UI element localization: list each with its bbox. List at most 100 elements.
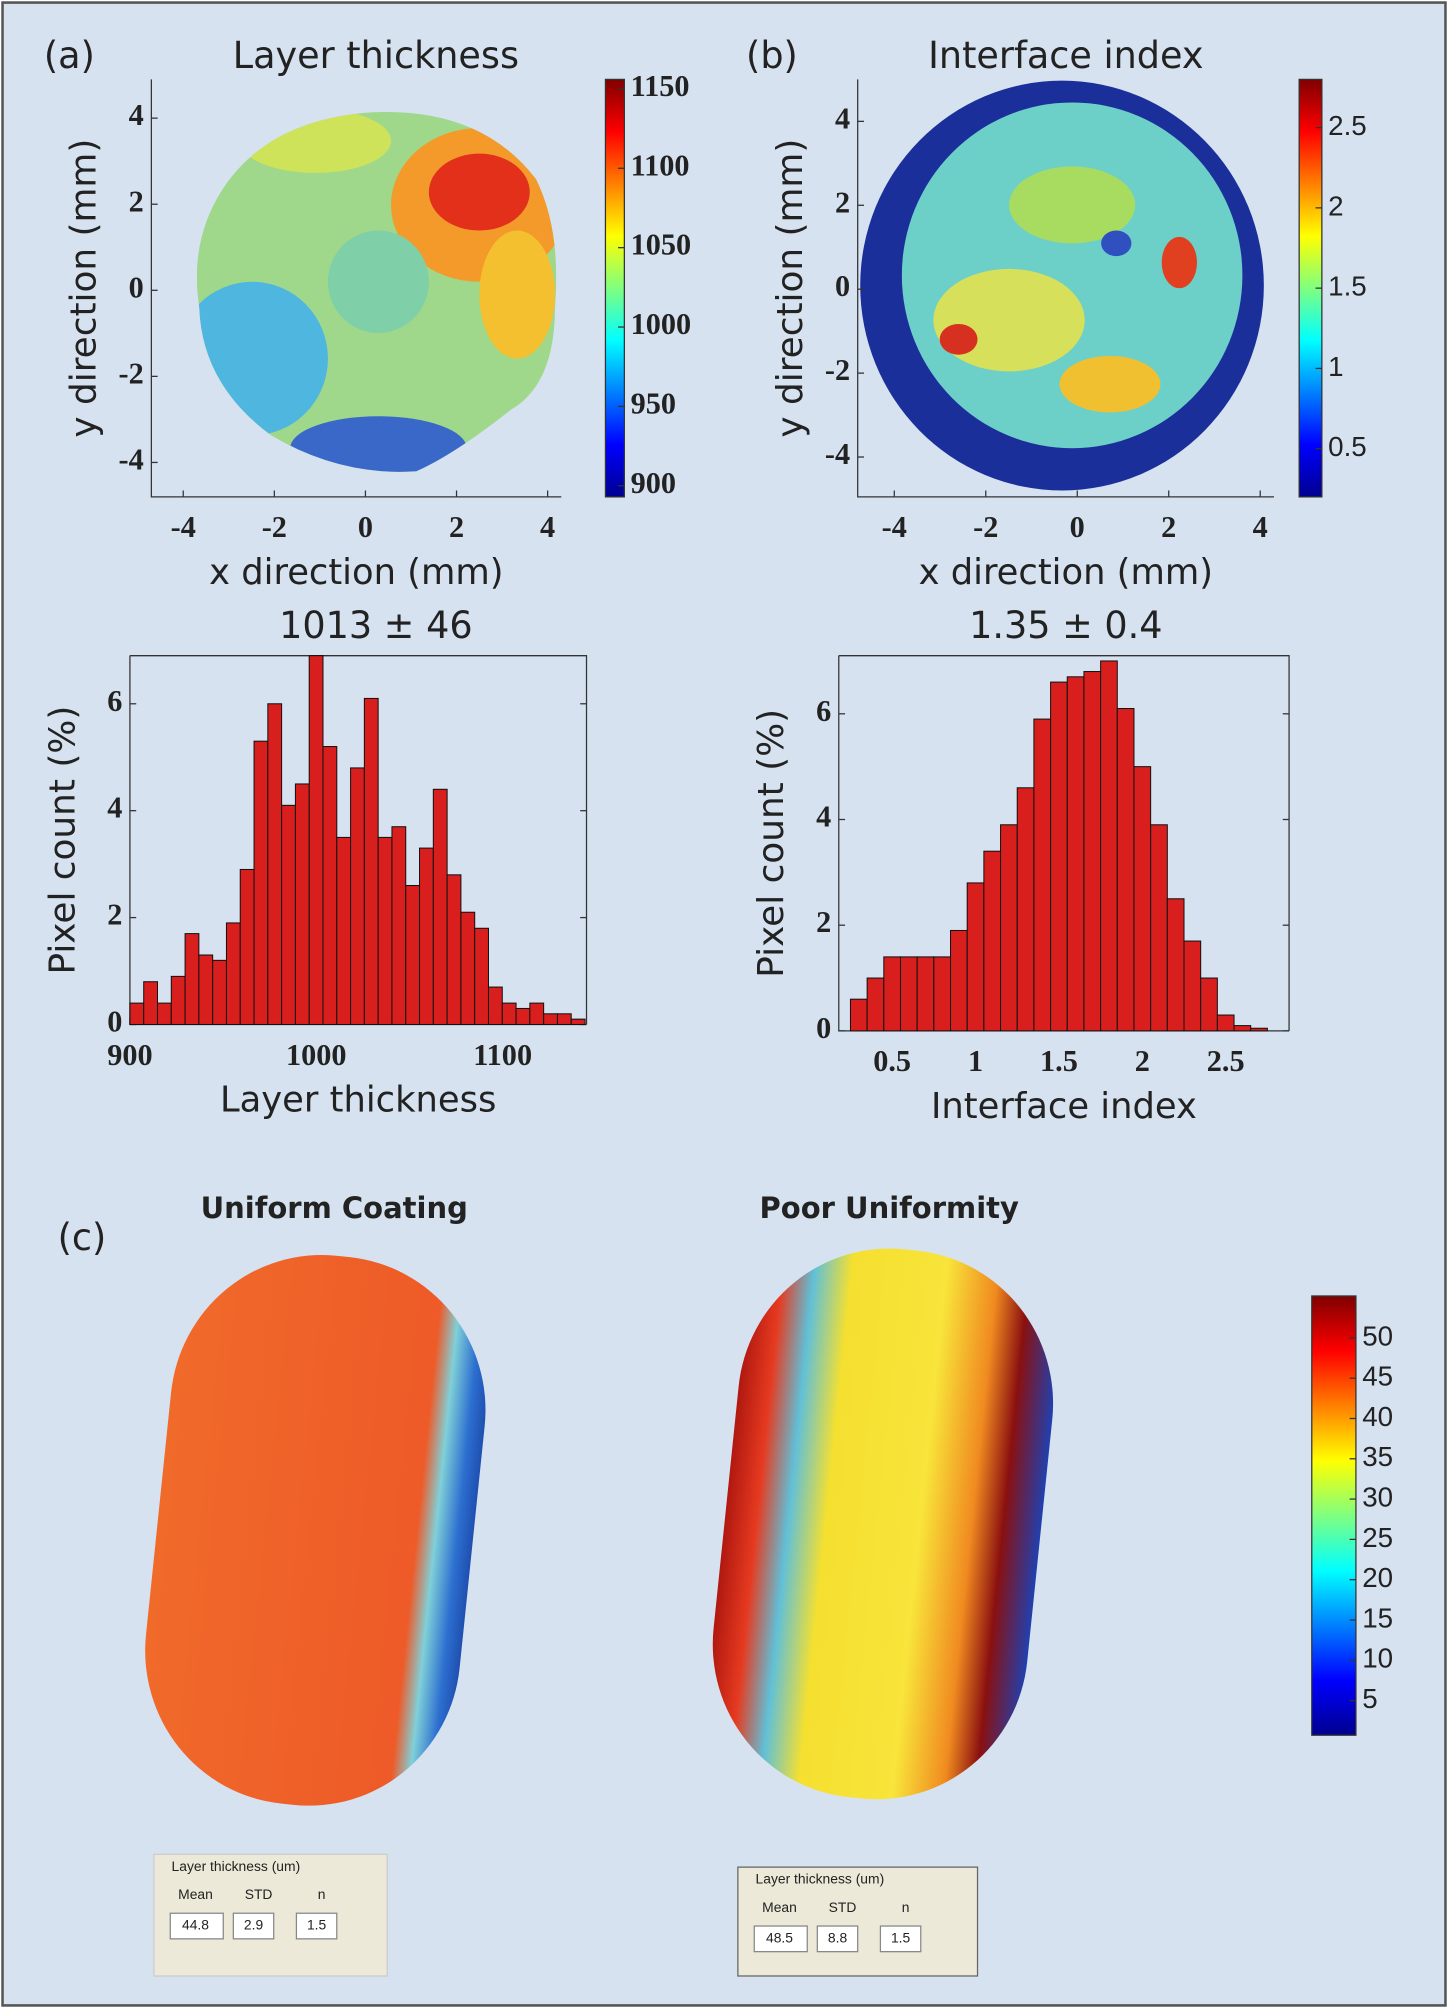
y-tick-label: -4	[825, 437, 850, 471]
bar	[185, 934, 199, 1025]
bar	[544, 1014, 558, 1025]
colorbar	[1312, 1296, 1356, 1735]
bar	[1167, 899, 1184, 1031]
y-tick-label: 6	[816, 694, 831, 728]
x-tick-label: 0	[1070, 510, 1085, 544]
colorbar-label: 1000	[631, 307, 692, 341]
colorbar-label: 25	[1362, 1522, 1393, 1553]
x-tick-label: -2	[262, 510, 287, 544]
bar	[226, 923, 240, 1025]
table-header: STD	[829, 1899, 857, 1915]
y-tick-label: 2	[835, 185, 850, 219]
bar	[378, 837, 392, 1024]
chart-title: Layer thickness	[233, 34, 519, 77]
table-value: 8.8	[828, 1929, 848, 1945]
bar	[1117, 709, 1134, 1031]
table-value: 1.5	[891, 1929, 911, 1945]
table-value: 2.9	[244, 1917, 264, 1933]
y-tick-label: 4	[129, 98, 144, 132]
bar	[967, 883, 984, 1031]
x-tick-label: -4	[882, 510, 907, 544]
bar	[406, 886, 420, 1025]
bar	[213, 960, 227, 1024]
bar	[282, 805, 296, 1024]
bar	[240, 869, 254, 1024]
y-axis-label: Pixel count (%)	[42, 706, 83, 975]
bar	[1034, 719, 1051, 1031]
y-tick-label: 0	[107, 1004, 122, 1038]
x-tick-label: 900	[107, 1038, 152, 1072]
bar	[900, 957, 917, 1031]
bar	[1051, 682, 1068, 1031]
y-tick-label: 6	[107, 684, 122, 718]
x-axis-label: x direction (mm)	[919, 552, 1213, 593]
colorbar-label: 1100	[631, 148, 690, 182]
bar	[571, 1019, 585, 1024]
bar	[1234, 1026, 1251, 1031]
table-header: n	[318, 1886, 326, 1902]
colorbar-label: 10	[1362, 1643, 1393, 1674]
y-tick-label: -4	[119, 442, 144, 476]
x-tick-label: -2	[973, 510, 998, 544]
x-axis-label: Layer thickness	[220, 1079, 496, 1120]
colorbar-label: 45	[1362, 1360, 1393, 1391]
bar	[557, 1014, 571, 1025]
table-header: Mean	[762, 1899, 797, 1915]
bar	[1084, 672, 1101, 1031]
bar	[254, 741, 268, 1024]
panel-label: (b)	[746, 34, 798, 77]
bar	[1067, 677, 1084, 1031]
bar	[268, 704, 282, 1025]
table-title: Layer thickness (um)	[172, 1858, 301, 1874]
chart-title: 1013 ± 46	[279, 604, 472, 647]
y-axis-label: y direction (mm)	[64, 139, 105, 438]
bar	[917, 957, 934, 1031]
bar	[850, 999, 867, 1031]
x-axis-label: Interface index	[931, 1086, 1197, 1127]
table-header: Mean	[178, 1886, 213, 1902]
x-tick-label: 4	[540, 510, 555, 544]
y-tick-label: 4	[107, 791, 122, 825]
x-tick-label: 2	[1161, 510, 1176, 544]
x-tick-label: 1.5	[1040, 1044, 1078, 1078]
chart-title: 1.35 ± 0.4	[969, 604, 1162, 647]
colorbar-label: 20	[1362, 1562, 1393, 1593]
bar	[199, 955, 213, 1024]
table-header: STD	[245, 1886, 273, 1902]
y-axis-label: Pixel count (%)	[751, 709, 792, 978]
bar	[364, 698, 378, 1024]
x-tick-label: -4	[171, 510, 196, 544]
colorbar	[605, 79, 624, 496]
y-tick-label: -2	[825, 353, 850, 387]
bar	[447, 875, 461, 1025]
y-tick-label: -2	[119, 356, 144, 390]
figure: -4 -2 0 2 4 -4 -2 0 2 4 x direction (mm) y directio…	[0, 0, 1448, 2008]
table-value: 44.8	[182, 1917, 209, 1933]
colorbar-label: 1050	[631, 228, 692, 262]
y-tick-label: 2	[816, 905, 831, 939]
y-tick-label: 4	[835, 101, 850, 135]
x-tick-label: 1000	[286, 1038, 347, 1072]
bar	[530, 1003, 544, 1024]
bar	[475, 928, 489, 1024]
bar	[309, 656, 323, 1025]
x-tick-label: 4	[1253, 510, 1268, 544]
bar	[488, 987, 502, 1024]
colorbar-label: 30	[1362, 1481, 1393, 1512]
bar	[516, 1008, 530, 1024]
y-tick-label: 0	[129, 270, 144, 304]
y-tick-label: 4	[816, 799, 831, 833]
y-tick-label: 0	[835, 269, 850, 303]
bar	[144, 982, 158, 1025]
panel-label: (c)	[58, 1216, 107, 1259]
bar	[1201, 978, 1218, 1031]
x-tick-label: 0.5	[873, 1044, 911, 1078]
colorbar-label: 950	[631, 386, 676, 420]
colorbar-label: 900	[631, 466, 676, 500]
table-value: 48.5	[766, 1929, 793, 1945]
colorbar-label: 2	[1328, 190, 1343, 221]
bar	[157, 1003, 171, 1024]
bar	[1001, 825, 1018, 1031]
panel-label: (a)	[44, 34, 95, 77]
table-value: 1.5	[307, 1917, 327, 1933]
